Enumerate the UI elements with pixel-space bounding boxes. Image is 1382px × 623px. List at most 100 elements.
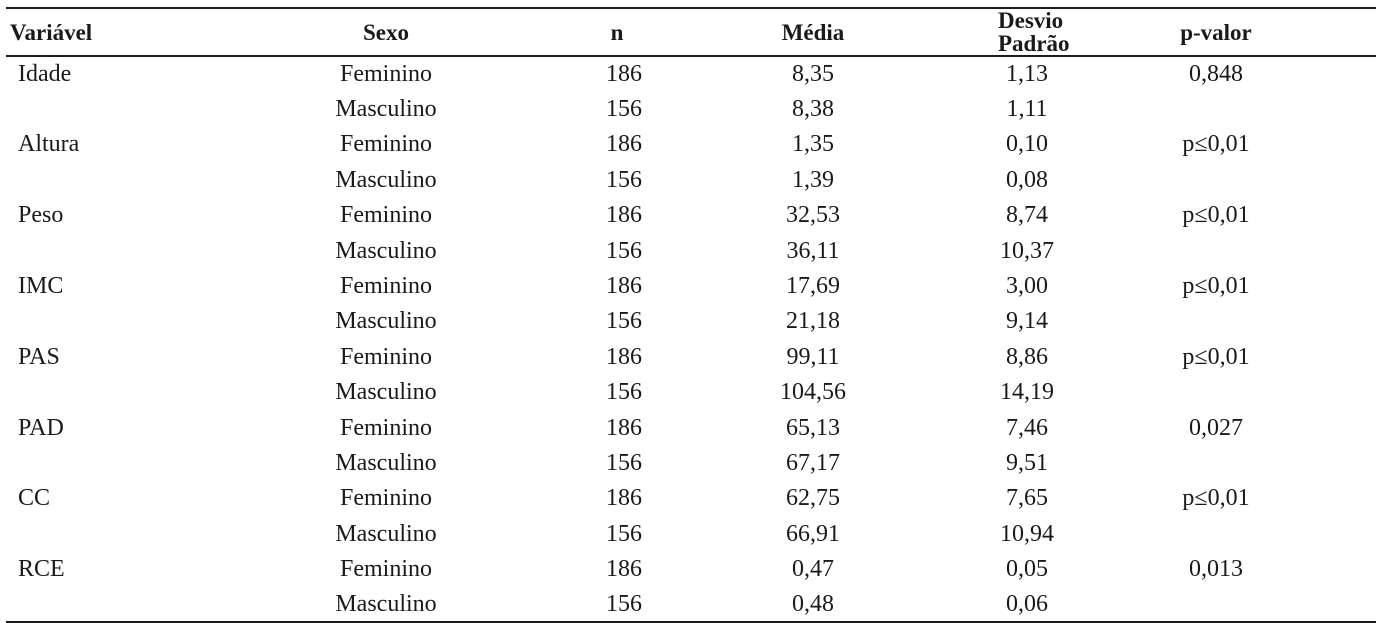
cell-mean: 36,11 (786, 237, 840, 264)
table-row: Masculino 156 104,56 14,19 (6, 375, 1376, 410)
cell-n: 156 (606, 166, 642, 193)
cell-p-value: 0,848 (1189, 61, 1243, 88)
cell-variable (6, 304, 166, 339)
cell-standard-deviation: 9,51 (1006, 449, 1048, 476)
cell-standard-deviation: 8,86 (1006, 343, 1048, 370)
cell-n: 186 (606, 131, 642, 158)
cell-variable (6, 445, 166, 480)
cell-n: 156 (606, 379, 642, 406)
cell-n: 156 (606, 308, 642, 335)
cell-variable (6, 586, 166, 623)
cell-n: 186 (606, 61, 642, 88)
cell-mean: 1,39 (792, 166, 834, 193)
cell-variable: Idade (18, 61, 72, 88)
cell-standard-deviation: 0,05 (1006, 556, 1048, 583)
cell-sex: Feminino (339, 414, 432, 441)
cell-standard-deviation: 10,37 (1000, 237, 1054, 264)
cell-p-value (1056, 162, 1376, 197)
cell-standard-deviation: 14,19 (1000, 379, 1054, 406)
cell-mean: 17,69 (786, 273, 840, 300)
table-body: Idade Feminino 186 8,35 1,13 0,848 Masculino 15… (6, 56, 1376, 623)
cell-p-value: p≤0,01 (1182, 131, 1250, 158)
cell-variable (6, 162, 166, 197)
header-standard-deviation: Desvio Padrão (998, 7, 1070, 57)
cell-sex: Masculino (335, 166, 437, 193)
table-row: PAD Feminino 186 65,13 7,46 0,027 (6, 410, 1376, 445)
cell-variable (6, 516, 166, 551)
cell-sex: Masculino (166, 586, 606, 623)
cell-mean: 104,56 (780, 379, 846, 406)
cell-p-value (1056, 91, 1376, 126)
cell-n: 186 (606, 273, 642, 300)
cell-sex: Masculino (335, 449, 437, 476)
cell-mean: 0,47 (792, 556, 834, 583)
table-row: Masculino 156 66,91 10,94 (6, 516, 1376, 551)
cell-variable: Altura (18, 131, 80, 158)
header-p-value: p-valor (1056, 7, 1376, 57)
cell-variable: CC (18, 485, 51, 512)
cell-sex: Masculino (335, 237, 437, 264)
cell-mean: 8,35 (792, 61, 834, 88)
statistics-table: Variável Sexo n Média Desvio Padrão p-va… (6, 7, 1376, 623)
cell-sex: Feminino (339, 485, 432, 512)
cell-p-value (1056, 445, 1376, 480)
cell-p-value (1056, 304, 1376, 339)
cell-n: 186 (606, 414, 642, 441)
cell-p-value (1056, 516, 1376, 551)
cell-sex: Masculino (335, 379, 437, 406)
cell-p-value (1056, 375, 1376, 410)
cell-mean: 99,11 (786, 343, 840, 370)
cell-variable: PAS (18, 343, 60, 370)
cell-sex: Masculino (335, 308, 437, 335)
cell-standard-deviation: 0,08 (1006, 166, 1048, 193)
cell-sex: Feminino (339, 273, 432, 300)
cell-sex: Masculino (335, 520, 437, 547)
table-row: Masculino 156 1,39 0,08 (6, 162, 1376, 197)
table-row: Idade Feminino 186 8,35 1,13 0,848 (6, 56, 1376, 91)
cell-standard-deviation: 9,14 (1006, 308, 1048, 335)
cell-mean: 1,35 (792, 131, 834, 158)
cell-standard-deviation: 3,00 (1006, 273, 1048, 300)
cell-n: 186 (606, 556, 642, 583)
cell-sex: Feminino (339, 343, 432, 370)
cell-standard-deviation: 1,11 (1006, 96, 1048, 123)
cell-p-value: 0,027 (1189, 414, 1243, 441)
cell-standard-deviation: 8,74 (1006, 202, 1048, 229)
table-row: Altura Feminino 186 1,35 0,10 p≤0,01 (6, 127, 1376, 162)
table-row: RCE Feminino 186 0,47 0,05 0,013 (6, 551, 1376, 586)
cell-n: 156 (606, 520, 642, 547)
cell-n: 156 (606, 96, 642, 123)
table-row: Masculino 156 21,18 9,14 (6, 304, 1376, 339)
header-n: n (606, 7, 628, 57)
cell-mean: 66,91 (786, 520, 840, 547)
table-row: CC Feminino 186 62,75 7,65 p≤0,01 (6, 481, 1376, 516)
cell-standard-deviation: 1,13 (1006, 61, 1048, 88)
table-row: Masculino 156 0,48 0,06 (6, 586, 1376, 623)
cell-mean: 21,18 (786, 308, 840, 335)
table-row: Peso Feminino 186 32,53 8,74 p≤0,01 (6, 198, 1376, 233)
cell-sex: Feminino (339, 556, 432, 583)
cell-standard-deviation: 0,10 (1006, 131, 1048, 158)
cell-p-value: 0,013 (1189, 556, 1243, 583)
cell-sex: Feminino (339, 202, 432, 229)
cell-p-value (1056, 233, 1376, 268)
cell-standard-deviation: 7,65 (1006, 485, 1048, 512)
header-mean: Média (628, 7, 998, 57)
cell-variable (6, 233, 166, 268)
cell-sex: Feminino (339, 61, 432, 88)
table-row: PAS Feminino 186 99,11 8,86 p≤0,01 (6, 339, 1376, 374)
cell-p-value: p≤0,01 (1182, 485, 1250, 512)
cell-sex: Masculino (335, 96, 437, 123)
cell-variable (6, 91, 166, 126)
cell-standard-deviation: 0,06 (998, 586, 1056, 623)
cell-standard-deviation: 7,46 (1006, 414, 1048, 441)
cell-n: 156 (606, 449, 642, 476)
cell-mean: 67,17 (786, 449, 840, 476)
cell-sex: Feminino (339, 131, 432, 158)
table-row: Masculino 156 8,38 1,11 (6, 91, 1376, 126)
cell-p-value: p≤0,01 (1182, 273, 1250, 300)
cell-p-value: p≤0,01 (1182, 202, 1250, 229)
header-variable: Variável (6, 7, 166, 57)
table-header-row: Variável Sexo n Média Desvio Padrão p-va… (6, 7, 1376, 57)
cell-mean: 32,53 (786, 202, 840, 229)
